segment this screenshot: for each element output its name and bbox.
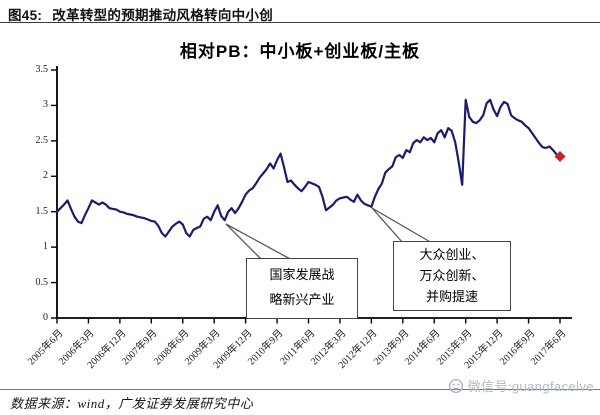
annotation-strategic-emerging-industries: 国家发展战 略新兴产业 <box>246 258 358 319</box>
y-tick-label: 3.5 <box>35 64 49 75</box>
y-tick-label: 0.5 <box>35 276 49 288</box>
y-tick-label: 3 <box>43 99 48 111</box>
figure-title: 改革转型的预期推动风格转向中小创 <box>52 8 274 23</box>
figure-label: 图45: <box>8 8 43 23</box>
annotation-line: 万众创新、 <box>419 268 485 283</box>
annotation-line: 大众创业、 <box>419 247 485 262</box>
watermark-text: 微信号:guangfacelve <box>467 379 594 394</box>
annotation-line: 并购提速 <box>425 289 478 304</box>
figure-header: 图45: 改革转型的预期推动风格转向中小创 <box>8 4 273 24</box>
annotation-line: 国家发展战 <box>269 267 335 282</box>
y-tick-label: 1 <box>43 241 48 253</box>
footer-divider <box>0 389 600 390</box>
y-tick-label: 2 <box>43 170 48 182</box>
data-source-note: 数据来源：wind，广发证券发展研究中心 <box>10 396 254 411</box>
wechat-icon <box>448 378 463 393</box>
annotation-line: 略新兴产业 <box>269 292 335 307</box>
annotation-mass-entrepreneurship: 大众创业、 万众创新、 并购提速 <box>393 241 511 311</box>
watermark: 微信号:guangfacelve <box>448 376 594 395</box>
chart-title: 相对PB：中小板+创业板/主板 <box>179 42 421 61</box>
y-tick-label: 2.5 <box>35 134 49 146</box>
y-tick-label: 0 <box>43 312 48 323</box>
header-divider <box>0 22 600 23</box>
y-tick-label: 1.5 <box>35 205 49 217</box>
